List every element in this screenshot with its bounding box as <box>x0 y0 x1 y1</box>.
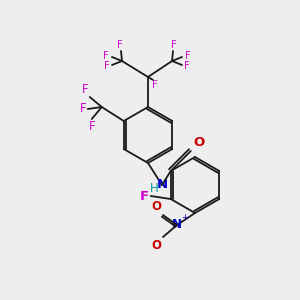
Text: F: F <box>104 61 110 71</box>
Text: O: O <box>151 200 161 213</box>
Text: -: - <box>155 243 158 253</box>
Text: F: F <box>103 51 109 61</box>
Text: F: F <box>117 40 123 50</box>
Text: F: F <box>82 83 89 96</box>
Text: F: F <box>80 103 87 116</box>
Text: F: F <box>152 80 158 90</box>
Text: F: F <box>184 61 190 71</box>
Text: F: F <box>185 51 190 61</box>
Text: O: O <box>194 136 205 149</box>
Text: H: H <box>150 182 158 196</box>
Text: O: O <box>151 239 161 252</box>
Text: F: F <box>171 40 177 50</box>
Text: F: F <box>88 120 95 133</box>
Text: +: + <box>181 213 188 222</box>
Text: N: N <box>172 218 182 232</box>
Text: N: N <box>156 178 168 191</box>
Text: F: F <box>140 190 149 202</box>
